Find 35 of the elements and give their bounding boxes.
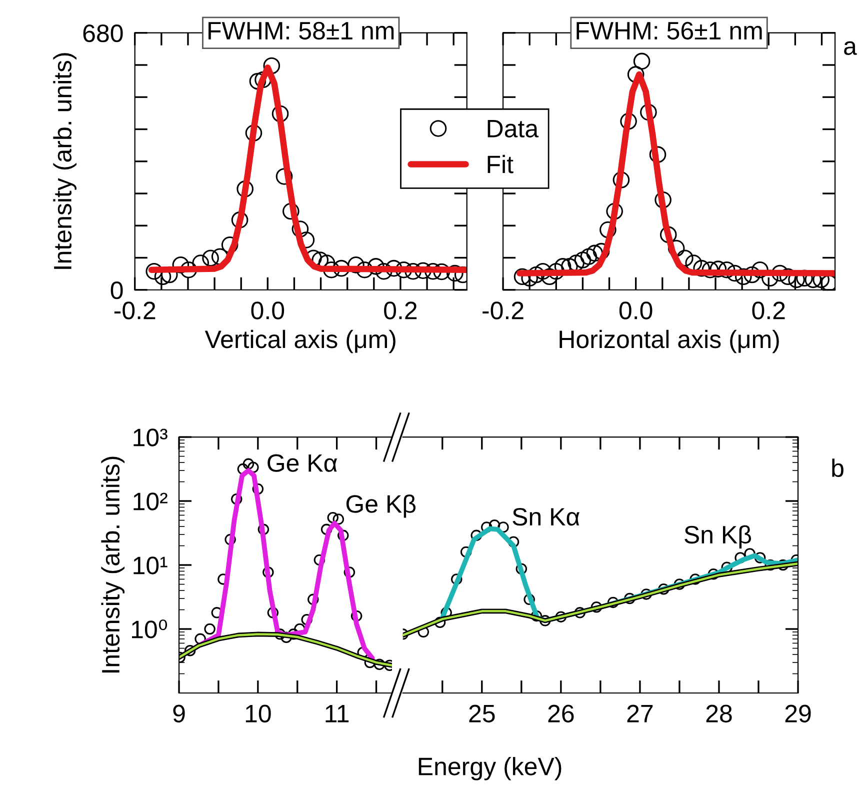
x-tick-label: 0.2 <box>384 302 417 320</box>
x-axis-title: Energy (keV) <box>418 756 562 780</box>
annotation: Ge Kβ <box>346 494 416 518</box>
x-tick-label: 9 <box>173 704 185 722</box>
x-axis-title: Vertical axis (μm) <box>204 330 396 354</box>
annotation: Sn Kβ <box>684 525 752 549</box>
x-tick-label: -0.2 <box>482 302 524 320</box>
x-tick-label: 0.0 <box>619 302 652 320</box>
x-tick-label: 0.0 <box>251 302 284 320</box>
y-tick-label: 10¹ <box>134 556 168 574</box>
chart-title: FWHM: 56±1 nm <box>576 22 762 40</box>
y-tick-label: 0 <box>110 281 123 300</box>
x-tick-label: 10 <box>246 704 271 722</box>
text: a <box>844 41 857 55</box>
x-tick-label: 27 <box>627 704 653 722</box>
y-axis-title: Intensity (arb. units) <box>101 456 125 672</box>
y-tick-label: 10² <box>134 492 168 510</box>
x-axis-title: Horizontal axis (μm) <box>560 330 779 354</box>
text: b <box>832 458 844 478</box>
y-tick-label: 10⁰ <box>132 620 168 638</box>
chart-title: FWHM: 58±1 nm <box>208 22 394 40</box>
annotation: Sn Kα <box>512 508 580 526</box>
annotation: Ge Kα <box>268 454 338 472</box>
legend-label: Data <box>488 120 539 138</box>
y-tick-label: 10³ <box>134 428 168 446</box>
x-tick-label: 11 <box>326 705 349 722</box>
x-tick-label: 29 <box>785 704 811 722</box>
y-tick-label: 680 <box>83 24 123 42</box>
x-tick-label: 26 <box>548 704 574 722</box>
x-tick-label: 25 <box>469 704 495 722</box>
y-axis-title: Intensity (arb. units) <box>53 53 76 269</box>
legend-label: Fit <box>488 154 514 174</box>
x-tick-label: 0.2 <box>752 302 785 320</box>
x-tick-label: -0.2 <box>114 302 156 320</box>
x-tick-label: 28 <box>706 704 732 722</box>
